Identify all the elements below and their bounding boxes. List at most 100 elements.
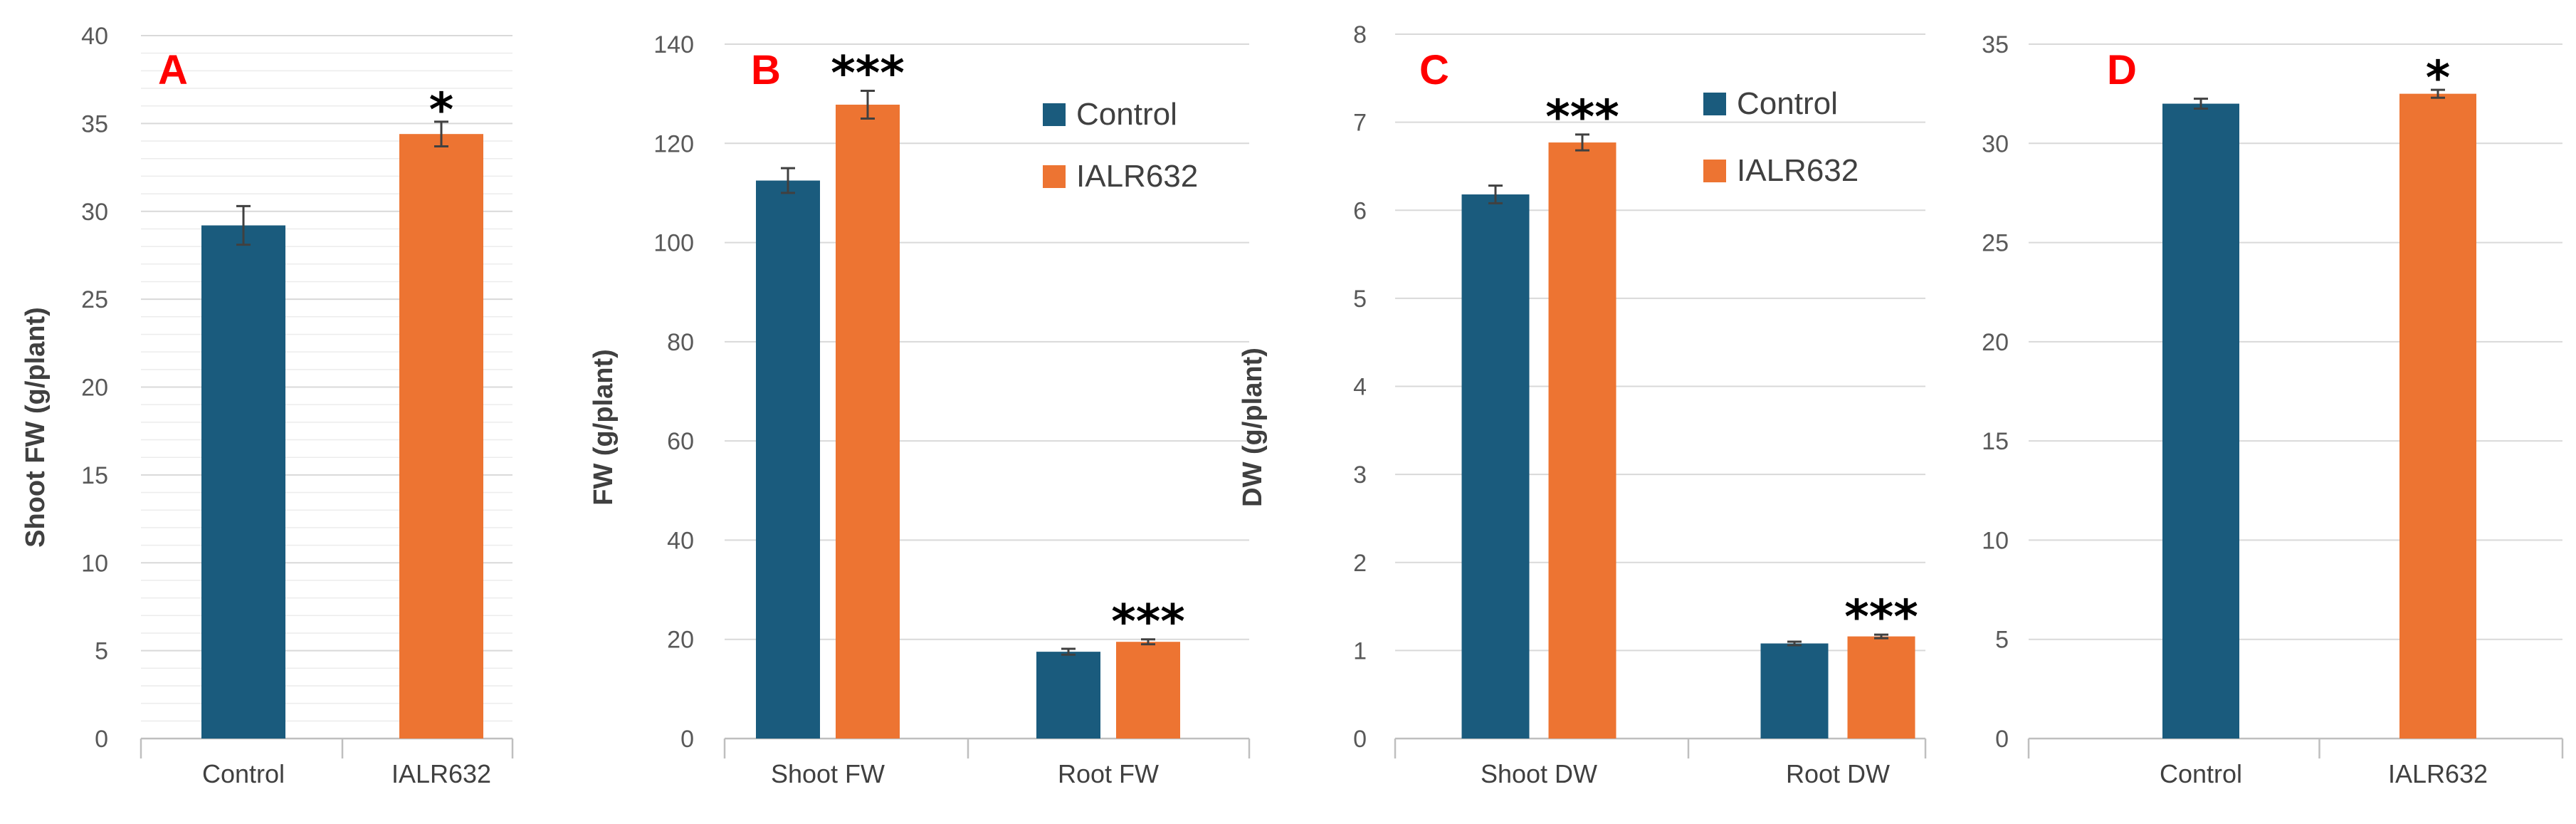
panel-c: 0 1 2 3 4 5 6 7 8 Shoot DW Root DW *** *** C DW (g… [1238, 21, 1927, 788]
y-tick-label: 100 [653, 230, 694, 257]
x-category-label: Control [202, 759, 285, 788]
panel-d-error-bars [2194, 88, 2445, 110]
bar-ialr632-root-fw [1116, 642, 1180, 739]
y-tick-label: 40 [667, 527, 694, 554]
panel-c-legend-label-ialr632: IALR632 [1737, 153, 1859, 188]
x-category-label: IALR632 [391, 759, 491, 788]
y-tick-label: 7 [1353, 110, 1367, 137]
y-tick-label: 0 [680, 726, 694, 753]
y-tick-label: 5 [95, 638, 108, 665]
y-tick-label: 8 [1353, 21, 1367, 48]
bar-control-root-dw [1760, 643, 1829, 739]
y-tick-label: 20 [667, 627, 694, 654]
y-tick-label: 15 [1982, 428, 2009, 455]
y-tick-label: 30 [1982, 130, 2009, 157]
x-category-label: IALR632 [2388, 759, 2488, 788]
x-category-label: Root FW [1058, 759, 1159, 788]
y-tick-label: 10 [81, 550, 108, 577]
x-category-label: Control [2160, 759, 2242, 788]
y-tick-label: 40 [81, 23, 108, 50]
y-tick-label: 0 [1995, 726, 2009, 753]
panel-a-x-labels: Control IALR632 [202, 759, 491, 788]
panel-b-error-bars [781, 89, 1155, 656]
y-tick-label: 20 [81, 375, 108, 402]
panel-c-y-ticks: 0 1 2 3 4 5 6 7 8 [1353, 21, 1367, 753]
bar-ialr632 [399, 134, 483, 739]
y-tick-label: 30 [81, 199, 108, 226]
y-tick-label: 5 [1995, 627, 2009, 654]
y-tick-label: 35 [1982, 31, 2009, 58]
x-category-label: Root DW [1786, 759, 1890, 788]
panel-b-x-labels: Shoot FW Root FW [771, 759, 1159, 788]
panel-c-significance: *** *** [1545, 90, 1918, 645]
y-tick-label: 140 [653, 31, 694, 58]
panel-d: 0 5 10 15 20 25 30 35 Control IALR632 * D [1982, 31, 2564, 788]
panel-b-label: B [751, 47, 781, 93]
bar-ialr632 [2399, 93, 2476, 739]
panel-b-y-ticks: 0 20 40 60 80 100 120 140 [653, 31, 694, 753]
significance-marker: *** [1545, 90, 1619, 145]
significance-marker: * [429, 83, 454, 137]
panel-c-label: C [1419, 47, 1449, 93]
y-tick-label: 120 [653, 130, 694, 157]
y-tick-label: 20 [1982, 329, 2009, 356]
panel-b-y-axis-label: FW (g/plant) [589, 349, 619, 505]
panel-a-label: A [158, 47, 188, 93]
y-tick-label: 80 [667, 329, 694, 356]
significance-marker: *** [1844, 590, 1918, 645]
panel-d-label: D [2107, 47, 2137, 93]
bar-control [201, 225, 285, 739]
significance-marker: *** [831, 46, 905, 100]
panel-b-legend-label-control: Control [1076, 97, 1177, 132]
significance-marker: *** [1111, 595, 1185, 650]
bar-ialr632-shoot-dw [1548, 142, 1616, 739]
panel-b-significance: *** *** [831, 46, 1185, 649]
panel-d-x-labels: Control IALR632 [2160, 759, 2488, 788]
panel-c-bars [1461, 142, 1915, 739]
panel-d-grid [2027, 43, 2564, 758]
significance-marker: * [2426, 51, 2451, 105]
bar-ialr632-root-dw [1847, 636, 1915, 739]
bar-control [2162, 103, 2239, 739]
bar-control-shoot-dw [1461, 194, 1530, 739]
panel-c-legend-swatch-control [1703, 93, 1726, 115]
bar-control-shoot-fw [756, 180, 820, 739]
panel-a-significance: * [429, 83, 454, 137]
panel-c-error-bars [1488, 133, 1888, 647]
y-tick-label: 6 [1353, 197, 1367, 224]
panel-c-legend: Control IALR632 [1703, 86, 1859, 188]
y-tick-label: 2 [1353, 550, 1367, 577]
y-tick-label: 15 [81, 462, 108, 489]
panel-a: 0 5 10 15 20 25 30 35 40 Control IALR632 * A Shoo… [21, 23, 514, 788]
y-tick-label: 5 [1353, 286, 1367, 313]
x-category-label: Shoot DW [1481, 759, 1597, 788]
panel-a-y-axis-label: Shoot FW (g/plant) [21, 307, 51, 548]
y-tick-label: 3 [1353, 461, 1367, 489]
panel-c-legend-swatch-ialr632 [1703, 160, 1726, 182]
panel-d-bars [2162, 93, 2476, 739]
panel-c-x-labels: Shoot DW Root DW [1481, 759, 1890, 788]
y-tick-label: 1 [1353, 637, 1367, 664]
panel-c-y-axis-label: DW (g/plant) [1238, 348, 1268, 507]
y-tick-label: 4 [1353, 374, 1367, 401]
x-category-label: Shoot FW [771, 759, 885, 788]
panel-b-legend-swatch-ialr632 [1043, 165, 1066, 188]
y-tick-label: 0 [1353, 726, 1367, 753]
y-tick-label: 25 [1982, 230, 2009, 257]
panel-b-bars [756, 104, 1180, 739]
panel-a-bars [201, 134, 483, 739]
y-tick-label: 0 [95, 726, 108, 753]
panel-b-legend-label-ialr632: IALR632 [1076, 159, 1198, 194]
bar-ialr632-shoot-fw [836, 104, 900, 739]
bar-control-root-fw [1036, 652, 1100, 739]
y-tick-label: 10 [1982, 527, 2009, 554]
panel-b-legend: Control IALR632 [1043, 97, 1198, 194]
y-tick-label: 60 [667, 428, 694, 455]
y-tick-label: 25 [81, 286, 108, 313]
panel-b-legend-swatch-control [1043, 103, 1066, 126]
panel-c-legend-label-control: Control [1737, 86, 1838, 121]
panel-a-error-bars [236, 120, 448, 246]
panel-d-y-ticks: 0 5 10 15 20 25 30 35 [1982, 31, 2009, 753]
